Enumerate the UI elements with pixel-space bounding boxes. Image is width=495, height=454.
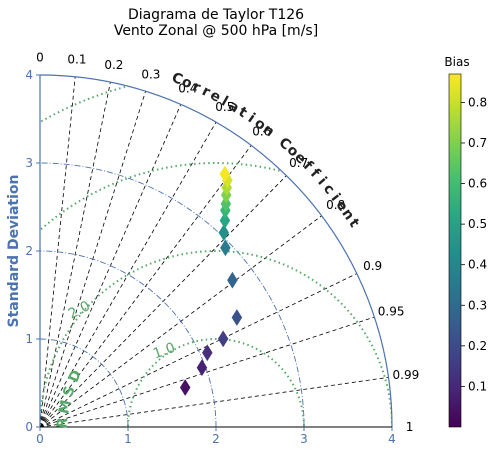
x-tick-label: 4 — [388, 432, 396, 446]
data-point — [202, 344, 213, 362]
colorbar-tick-label: 0.5 — [468, 217, 487, 231]
x-tick-label: 3 — [300, 432, 308, 446]
correlation-tick-label: 0.8 — [326, 198, 345, 212]
correlation-tick-label: 0.99 — [393, 368, 420, 382]
outer-arc — [39, 74, 393, 428]
rms-tick-label: 3.0 — [0, 271, 4, 296]
y-tick-label: 2 — [25, 244, 33, 258]
correlation-tick-label: 0.5 — [215, 100, 234, 114]
y-tick-label: 4 — [25, 68, 33, 82]
correlation-tick-label: 0.1 — [67, 52, 86, 66]
correlation-tick-label: 0.4 — [178, 81, 197, 95]
correlation-tick-label: 1 — [406, 420, 414, 434]
data-point — [196, 359, 208, 377]
grid-layer — [39, 76, 389, 428]
correlation-tick-label: 0.7 — [289, 156, 308, 170]
colorbar-label: Bias — [444, 55, 469, 69]
correlation-tick-labels: 0 0.1 0.2 0.3 0.4 0.5 0.6 0.7 0.8 0.9 0.95 0.99 1 — [36, 50, 419, 434]
chart-title: Diagrama de Taylor T126 — [128, 7, 304, 23]
rms-title-char: M — [56, 399, 75, 416]
rms-title-char: R — [54, 416, 71, 429]
data-point — [219, 165, 231, 183]
y-tick-label: 3 — [25, 156, 33, 170]
data-point — [231, 309, 243, 327]
colorbar-tick-label: 0.6 — [468, 177, 487, 191]
rms-tick-label: 1.0 — [151, 340, 177, 362]
data-point — [227, 271, 238, 289]
colorbar-tick-label: 0.3 — [468, 298, 487, 312]
rms-title-char: S — [60, 384, 78, 399]
data-points — [179, 165, 243, 397]
x-tick-label: 2 — [212, 432, 220, 446]
correlation-line — [39, 145, 252, 428]
correlation-line — [39, 175, 287, 428]
correlation-tick-label: 0 — [36, 50, 44, 64]
colorbar: Bias 0.1 0.2 0.3 0.4 0.5 0.6 0.7 0.8 — [444, 55, 487, 428]
std-arc — [39, 162, 305, 428]
correlation-tick-label: 0.2 — [104, 58, 123, 72]
data-point — [179, 379, 191, 397]
correlation-tick-label: 0.3 — [141, 67, 160, 81]
colorbar-tick-label: 0.8 — [468, 95, 487, 109]
colorbar-tick-label: 0.7 — [468, 136, 487, 150]
x-tick-label: 1 — [124, 432, 132, 446]
rms-tick-label: 2.0 — [66, 298, 93, 322]
data-point — [217, 330, 229, 348]
data-point — [220, 239, 231, 257]
correlation-tick-label: 0.9 — [363, 259, 382, 273]
y-tick-label: 0 — [25, 420, 33, 434]
chart-subtitle: Vento Zonal @ 500 hPa [m/s] — [114, 23, 318, 39]
y-axis-label: Standard Deviation — [6, 174, 22, 327]
correlation-line — [39, 82, 111, 428]
colorbar-tick-label: 0.2 — [468, 339, 487, 353]
data-point — [219, 211, 231, 229]
correlation-tick-label: 0.6 — [252, 124, 271, 138]
axes-layer: 00 1 1 2 2 3 3 4 4 — [25, 68, 395, 446]
rms-contour — [127, 338, 305, 427]
colorbar-tick-label: 0.1 — [468, 379, 487, 393]
correlation-tick-label: 0.95 — [378, 305, 405, 319]
x-tick-label: 0 — [36, 432, 44, 446]
std-arc — [39, 338, 129, 428]
colorbar-tick-label: 0.4 — [468, 258, 487, 272]
data-point — [218, 224, 230, 242]
colorbar-gradient — [448, 73, 462, 428]
y-tick-label: 1 — [25, 332, 33, 346]
